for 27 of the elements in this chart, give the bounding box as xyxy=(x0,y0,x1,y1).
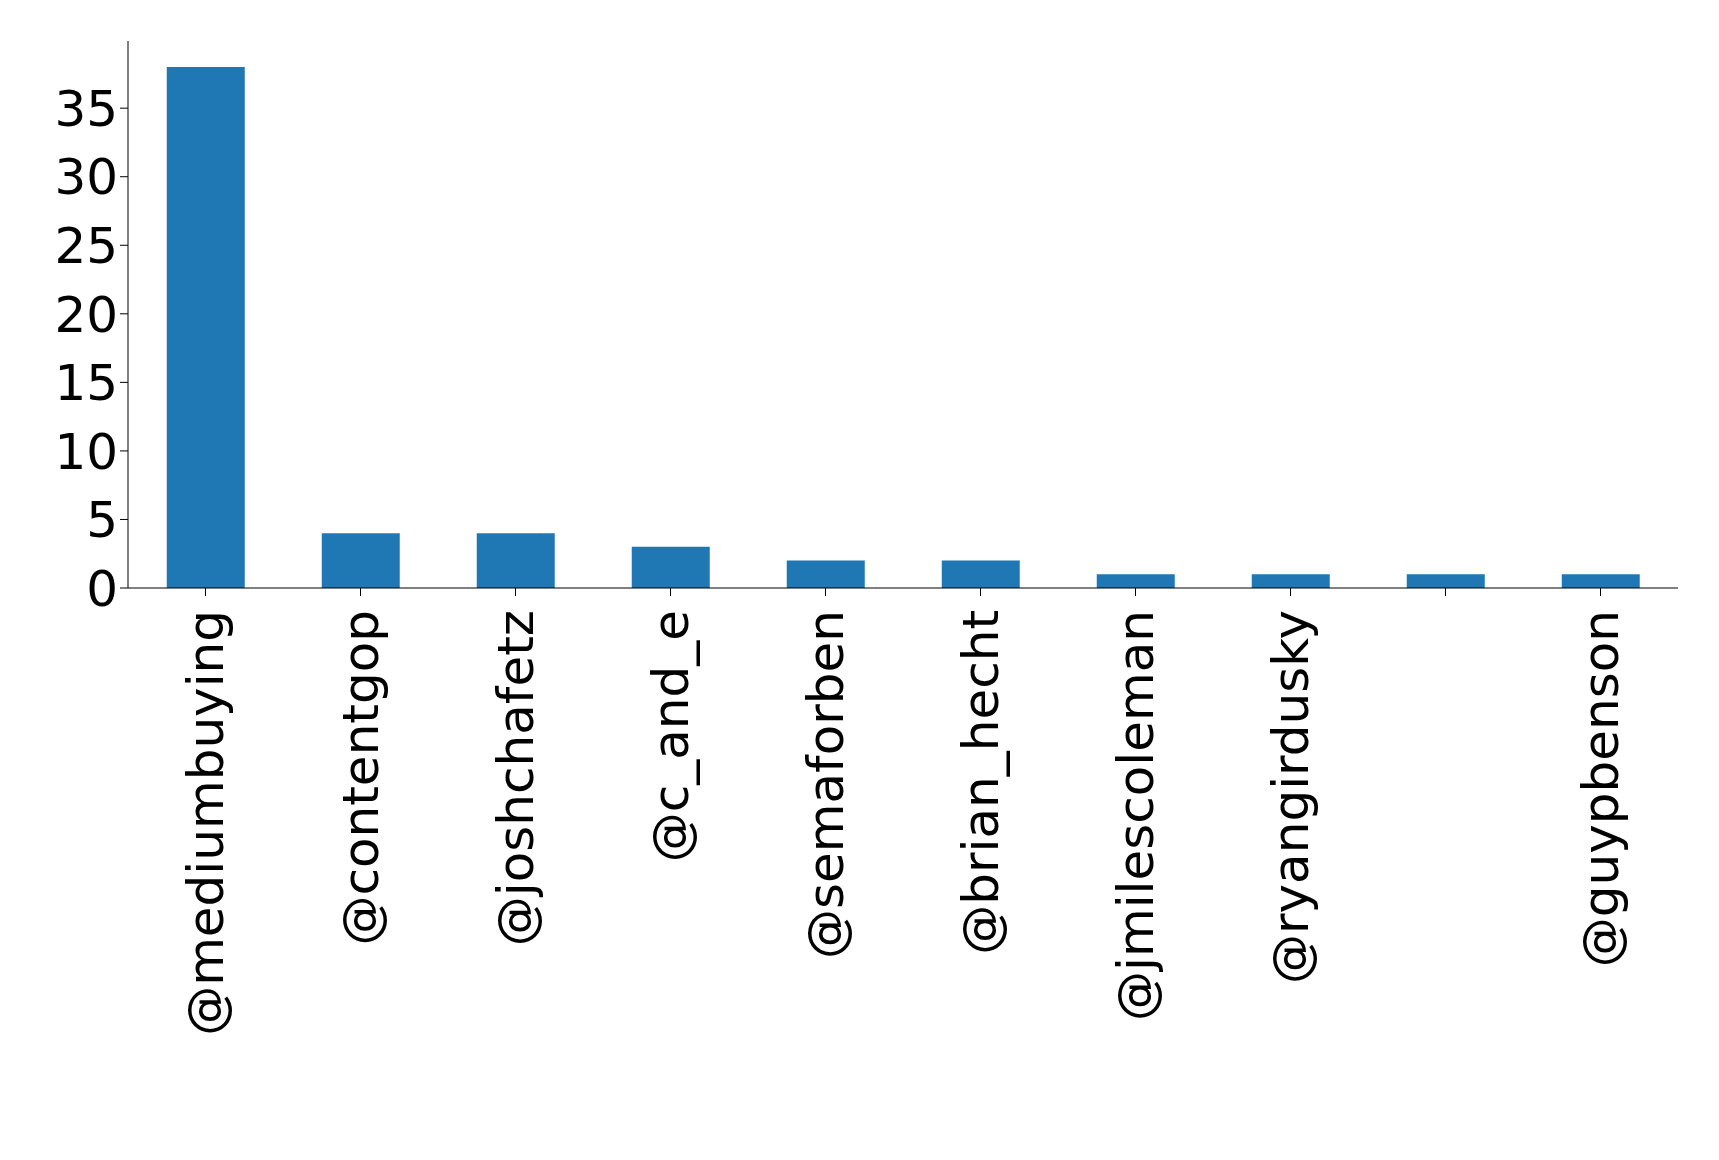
x-tick-label: @guypbenson xyxy=(1571,610,1630,968)
bar xyxy=(166,67,245,588)
y-tick-label: 35 xyxy=(54,79,118,138)
x-tick-label: @c_and_e xyxy=(641,610,700,863)
bar xyxy=(1406,574,1485,588)
bar xyxy=(1561,574,1640,588)
bar xyxy=(941,560,1020,588)
x-tick-label: @contentgop xyxy=(331,610,390,946)
y-tick-label: 20 xyxy=(54,285,118,344)
bar xyxy=(1251,574,1330,588)
y-tick-label: 30 xyxy=(54,148,118,207)
y-tick-label: 10 xyxy=(54,422,118,481)
bar xyxy=(1096,574,1175,588)
y-tick-label: 0 xyxy=(86,559,118,618)
bar xyxy=(786,560,865,588)
y-tick-label: 5 xyxy=(86,491,118,550)
bar xyxy=(631,546,710,588)
x-tick-label: @joshchafetz xyxy=(486,610,545,947)
bar xyxy=(476,533,555,588)
x-tick-label: @jmilescoleman xyxy=(1106,610,1165,1021)
x-tick-label: @brian_hecht xyxy=(951,610,1010,955)
x-tick-label: @mediumbuying xyxy=(176,610,235,1036)
x-tick-label: @ryangirdusky xyxy=(1261,610,1320,985)
y-tick-label: 25 xyxy=(54,217,118,276)
bar xyxy=(321,533,400,588)
y-tick-label: 15 xyxy=(54,354,118,413)
x-tick-label: @semaforben xyxy=(796,610,855,960)
